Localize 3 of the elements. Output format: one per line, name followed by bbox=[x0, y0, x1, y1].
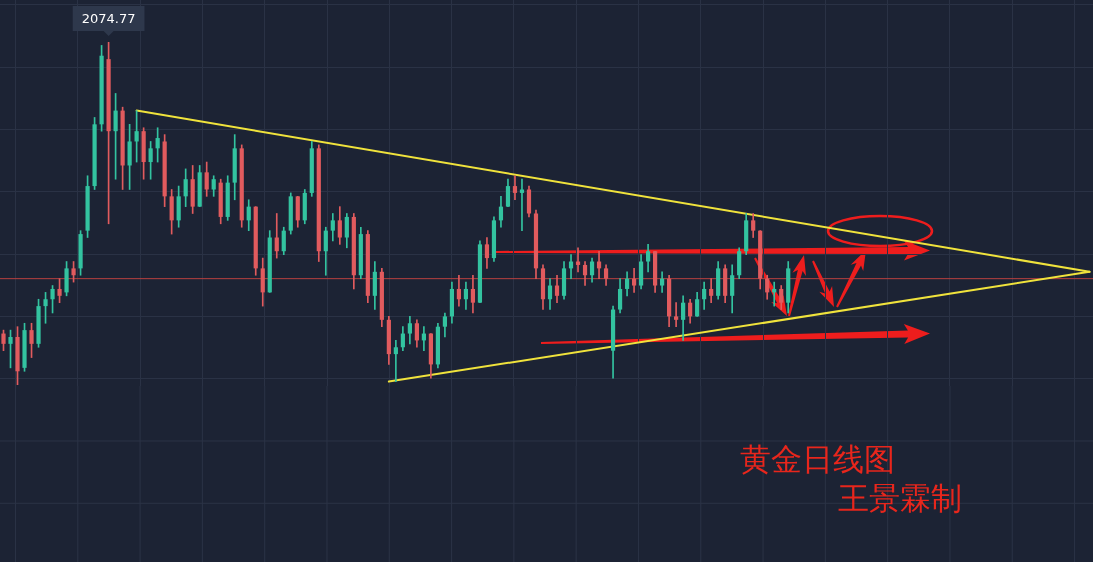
text: 黄金日线图 bbox=[740, 441, 895, 477]
annotation: 2074.77 bbox=[81, 10, 136, 26]
text: 王景霖制 bbox=[838, 480, 962, 516]
